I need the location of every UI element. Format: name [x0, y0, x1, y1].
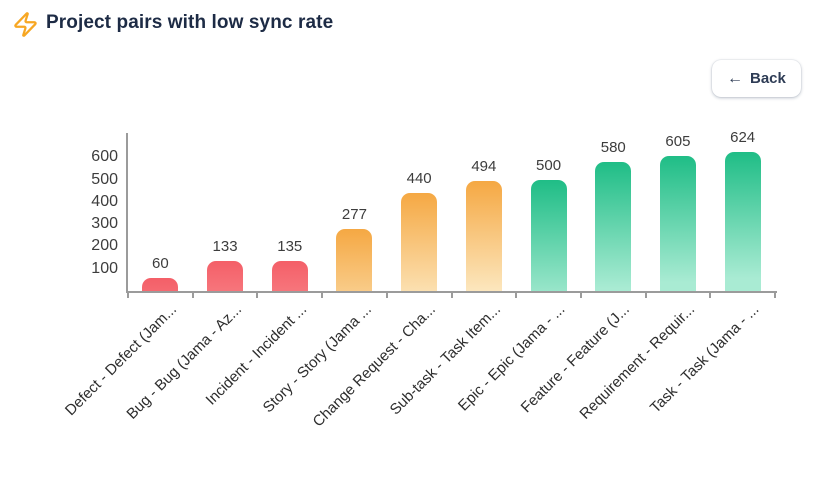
y-axis-tick-label: 300	[91, 215, 118, 233]
x-axis-tick-label: Requirement - Requir...	[576, 301, 698, 423]
x-axis-tick-label: Change Request - Cha...	[309, 301, 440, 431]
bar-value-label: 440	[406, 170, 432, 187]
bar-value-label: 277	[341, 206, 367, 223]
bar-value-label: 500	[536, 157, 562, 174]
bar[interactable]	[336, 229, 373, 291]
back-button[interactable]: ← Back	[712, 60, 801, 97]
zap-icon	[12, 11, 39, 38]
bar[interactable]	[207, 261, 244, 291]
x-axis-tick-label: Sub-task - Task Item...	[386, 301, 504, 419]
bar[interactable]	[530, 180, 567, 291]
y-axis-tick-label: 400	[91, 192, 118, 210]
bar-value-label: 60	[152, 255, 169, 272]
bar-value-label: 135	[277, 238, 303, 255]
back-button-label: Back	[750, 70, 786, 87]
y-axis-tick-label: 100	[91, 259, 118, 277]
bar-value-label: 580	[600, 139, 626, 156]
x-axis-tick-label: Task - Task (Jama - ...	[647, 301, 763, 417]
bar-value-label: 605	[665, 133, 691, 150]
bar[interactable]	[724, 152, 761, 291]
x-axis-tick-mark	[450, 293, 453, 298]
x-axis-tick-mark	[709, 293, 712, 298]
x-axis-line	[126, 291, 777, 293]
x-axis-tick-mark	[127, 293, 129, 298]
x-axis-tick-mark	[515, 293, 518, 298]
y-axis-tick-label: 200	[91, 237, 118, 255]
x-axis-tick-label: Defect - Defect (Jam...	[62, 301, 181, 420]
bar[interactable]	[595, 162, 632, 291]
x-axis-tick-mark	[774, 293, 776, 298]
x-axis-tick-mark	[644, 293, 647, 298]
x-axis-tick-label: Feature - Feature (J...	[518, 301, 634, 417]
y-axis-tick-label: 600	[91, 148, 118, 166]
x-axis-tick-mark	[579, 293, 582, 298]
x-axis-tick-mark	[256, 293, 259, 298]
x-axis-tick-mark	[321, 293, 324, 298]
x-axis-tick-label: Story - Story (Jama ...	[259, 301, 375, 417]
bar[interactable]	[659, 156, 696, 291]
bar-value-label: 494	[471, 158, 497, 175]
bar[interactable]	[271, 261, 308, 291]
bar-value-label: 133	[212, 238, 238, 255]
x-axis-tick-mark	[191, 293, 194, 298]
arrow-left-icon: ←	[727, 69, 743, 87]
x-axis-tick-label: Bug - Bug (Jama - Az...	[123, 301, 246, 423]
x-axis-tick-mark	[385, 293, 388, 298]
x-axis-tick-label: Epic - Epic (Jama - ...	[455, 301, 569, 415]
bar-value-label: 624	[730, 129, 756, 146]
y-axis-line	[126, 133, 128, 293]
bar[interactable]	[142, 278, 179, 291]
bar[interactable]	[401, 193, 438, 291]
bar[interactable]	[465, 181, 502, 291]
y-axis-tick-label: 500	[91, 170, 118, 188]
page-title: Project pairs with low sync rate	[46, 12, 334, 33]
